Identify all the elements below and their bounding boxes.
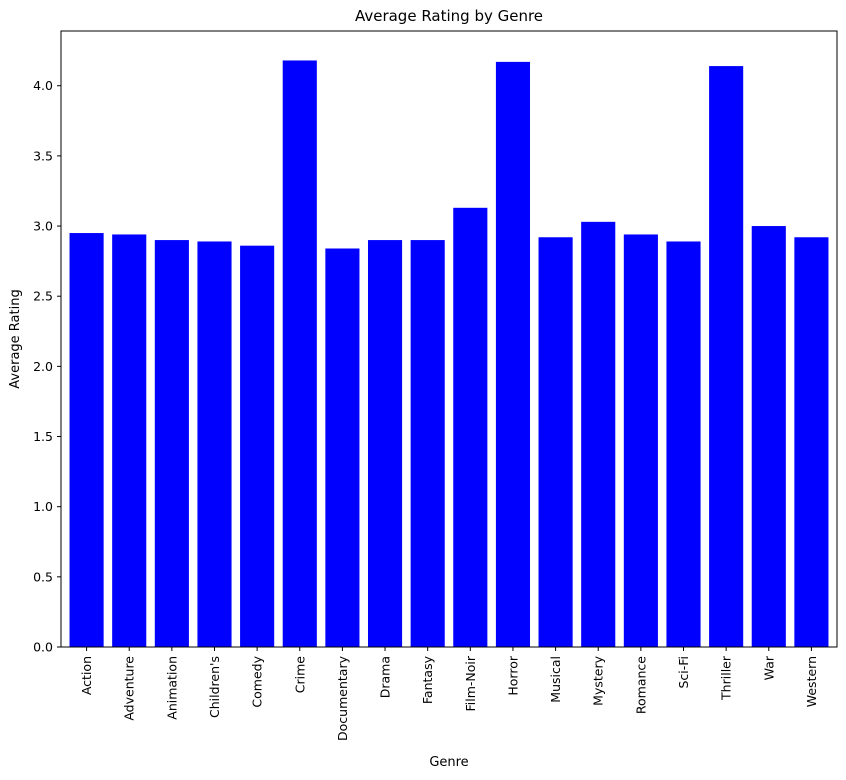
x-tick-label: Children's	[207, 656, 222, 718]
x-tick-label: Adventure	[122, 656, 137, 721]
y-tick-label: 1.0	[33, 499, 53, 514]
bars-group	[69, 60, 829, 648]
x-axis: Action Adventure Animation Children's Comedy…	[79, 647, 819, 741]
x-tick-label: Horror	[505, 655, 520, 695]
y-tick-label: 1.5	[33, 429, 53, 444]
bar-film-noir	[453, 207, 488, 647]
y-tick-label: 2.0	[33, 359, 53, 374]
bar-thriller	[709, 66, 744, 648]
plot-area-frame	[60, 30, 838, 648]
x-tick-label: Animation	[164, 656, 179, 720]
bar-crime	[282, 60, 317, 647]
bar-drama	[367, 240, 403, 647]
y-tick-label: 0.0	[33, 640, 53, 655]
bar-fantasy	[410, 240, 445, 647]
x-tick-label: Drama	[378, 656, 393, 698]
x-tick-label: Sci-Fi	[676, 656, 691, 689]
x-tick-label: Thriller	[719, 655, 734, 701]
x-tick-label: Romance	[633, 656, 648, 714]
x-tick-label: War	[761, 655, 776, 680]
bar-war	[751, 226, 786, 647]
bar-romance	[623, 234, 658, 648]
bar-action	[69, 233, 104, 648]
x-axis-label: Genre	[429, 755, 468, 770]
bar-musical	[538, 237, 573, 647]
x-tick-label: Musical	[548, 656, 563, 703]
x-tick-label: Comedy	[250, 655, 265, 707]
x-tick-label: Fantasy	[420, 655, 435, 704]
bar-western	[794, 237, 829, 647]
y-axis: 0.0 0.5 1.0 1.5 2.0 2.5 3.0 3.5 4.0	[33, 78, 61, 655]
bar-animation	[154, 240, 189, 647]
y-tick-label: 3.0	[33, 219, 53, 234]
y-tick-label: 0.5	[33, 569, 53, 584]
x-tick-label: Documentary	[335, 655, 350, 741]
bar-documentary	[325, 248, 360, 647]
y-tick-label: 2.5	[33, 289, 53, 304]
x-tick-label: Film-Noir	[463, 655, 478, 711]
chart-title: Average Rating by Genre	[355, 7, 543, 25]
y-axis-label: Average Rating	[8, 289, 23, 388]
x-tick-label: Crime	[292, 656, 307, 694]
y-tick-label: 3.5	[33, 148, 53, 163]
bar-children-s	[197, 241, 232, 647]
bar-sci-fi	[666, 241, 701, 647]
x-tick-label: Western	[804, 656, 819, 707]
bar-comedy	[240, 245, 275, 647]
bar-mystery	[581, 221, 616, 647]
bar-adventure	[112, 234, 147, 648]
x-tick-label: Mystery	[591, 655, 606, 705]
x-tick-label: Action	[79, 656, 94, 695]
y-tick-label: 4.0	[33, 78, 53, 93]
bar-horror	[495, 61, 531, 647]
